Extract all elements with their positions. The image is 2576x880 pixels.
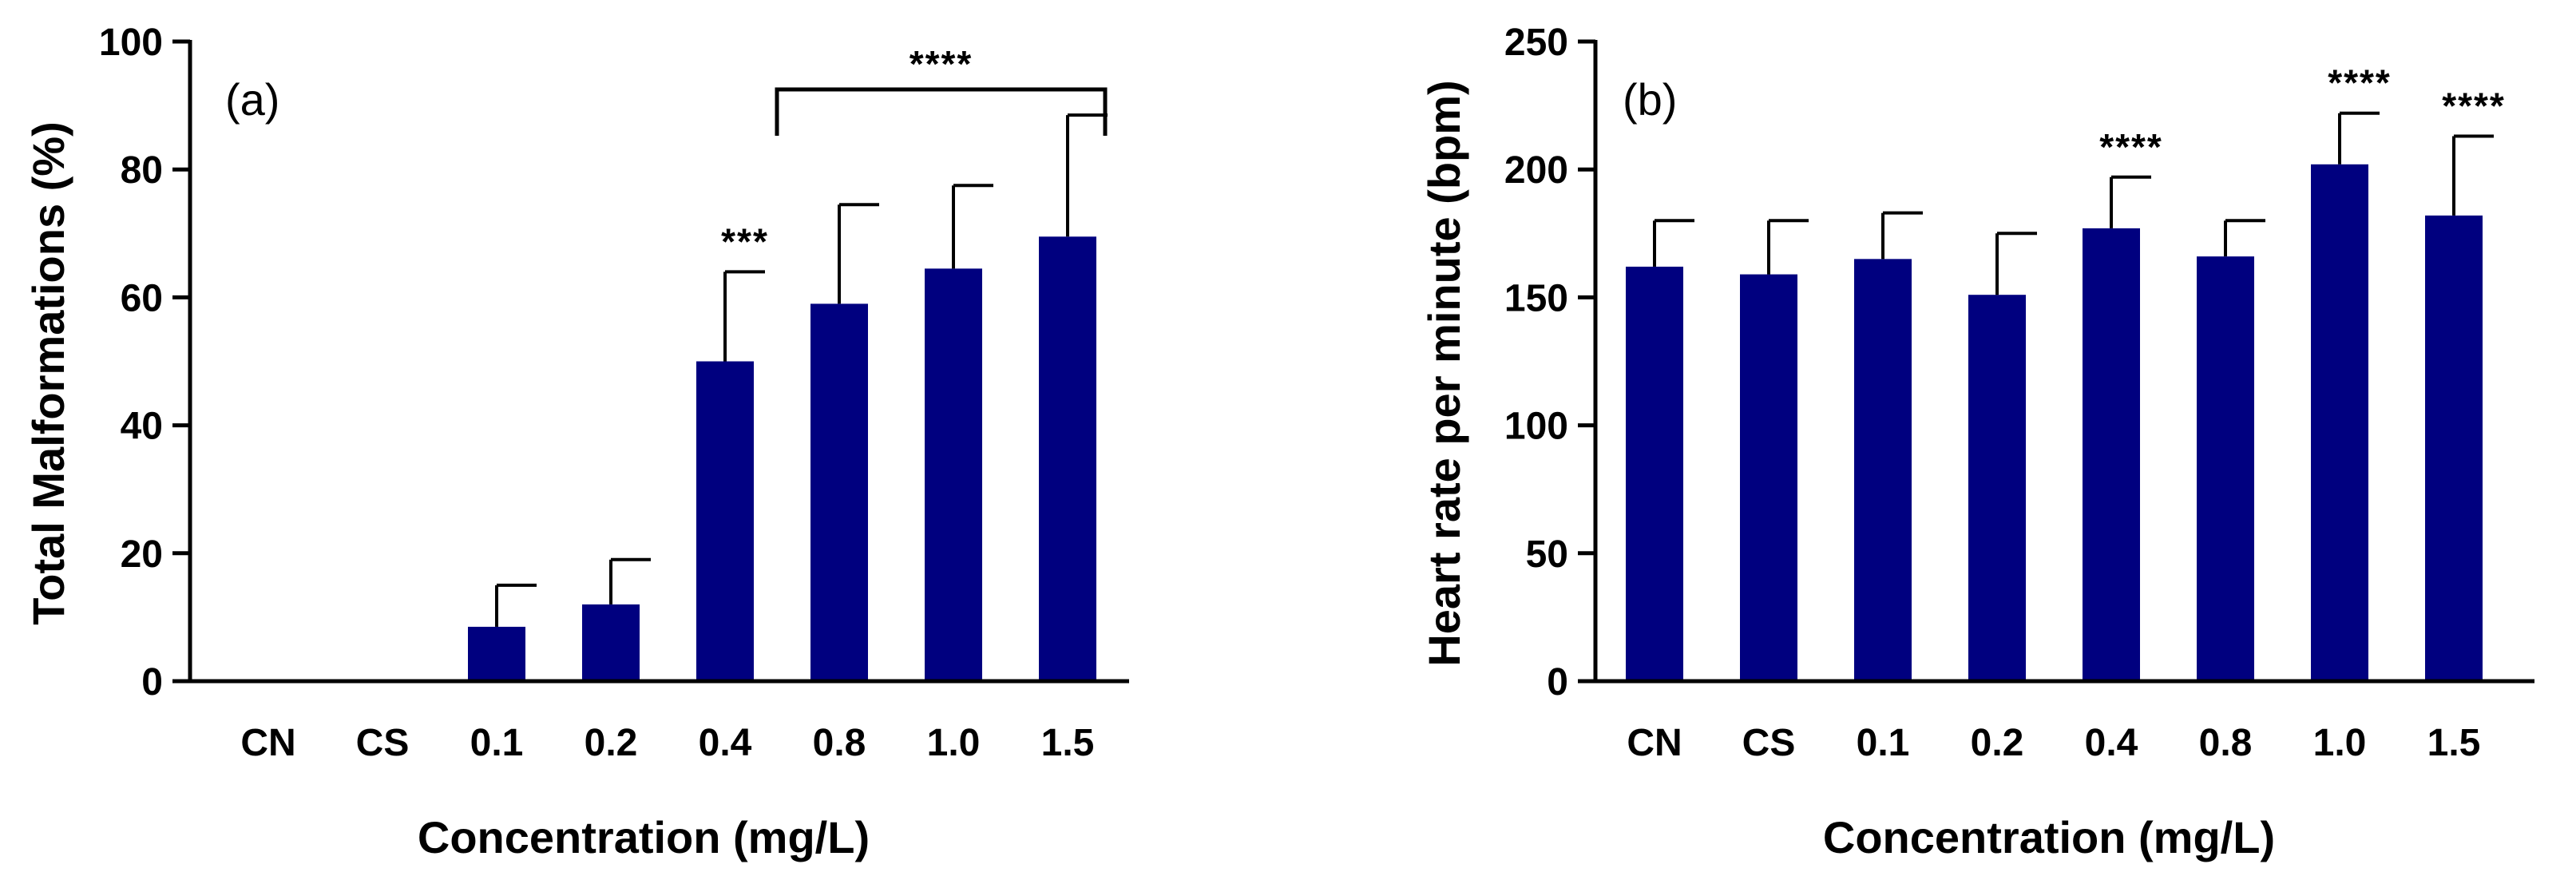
x-tick-label-0.1: 0.1 [470, 722, 524, 764]
bar-1.0 [925, 268, 982, 682]
x-tick-label-0.4: 0.4 [2085, 722, 2138, 764]
x-tick-label-1.5: 1.5 [2427, 722, 2481, 764]
x-tick-label-0.2: 0.2 [1971, 722, 2024, 764]
bracket-significance-label: **** [910, 43, 973, 85]
y-axis-title: Total Malformations (%) [23, 121, 73, 625]
x-tick-label-0.2: 0.2 [585, 722, 638, 764]
x-axis-title: Concentration (mg/L) [418, 812, 870, 862]
y-tick-label-40: 40 [121, 406, 163, 448]
significance-1.0: **** [2328, 62, 2392, 104]
x-axis-title: Concentration (mg/L) [1823, 812, 2275, 862]
x-tick-label-CN: CN [240, 722, 295, 764]
y-tick-label-100: 100 [1504, 406, 1568, 448]
panel-label: (b) [1623, 74, 1677, 125]
x-tick-label-0.8: 0.8 [813, 722, 866, 764]
bar-0.2 [1968, 295, 2026, 681]
significance-1.5: **** [2442, 85, 2506, 127]
bar-0.8 [810, 303, 868, 681]
bar-0.1 [468, 626, 525, 681]
x-tick-label-1.5: 1.5 [1041, 722, 1095, 764]
significance-0.4: **** [2099, 126, 2163, 168]
bar-0.4 [696, 361, 754, 681]
x-tick-label-CS: CS [1742, 722, 1796, 764]
y-tick-label-0: 0 [1547, 661, 1568, 704]
y-tick-label-200: 200 [1504, 149, 1568, 192]
x-tick-label-CN: CN [1627, 722, 1682, 764]
panel-label: (a) [225, 74, 279, 125]
x-tick-label-0.1: 0.1 [1857, 722, 1910, 764]
y-tick-label-20: 20 [121, 533, 163, 576]
y-tick-label-100: 100 [99, 22, 163, 64]
y-tick-label-250: 250 [1504, 22, 1568, 64]
x-tick-label-CS: CS [356, 722, 410, 764]
bar-1.0 [2311, 164, 2368, 682]
bar-0.4 [2083, 228, 2140, 682]
significance-0.4: *** [721, 220, 769, 262]
bar-0.8 [2197, 256, 2254, 681]
significance-bracket [775, 87, 1108, 136]
bar-1.5 [1039, 236, 1096, 681]
bar-0.1 [1854, 259, 1912, 682]
bar-CN [1626, 266, 1683, 681]
x-tick-label-0.8: 0.8 [2199, 722, 2253, 764]
bar-0.2 [582, 604, 640, 681]
x-tick-label-0.4: 0.4 [699, 722, 752, 764]
bar-1.5 [2425, 215, 2483, 681]
y-tick-label-50: 50 [1526, 533, 1568, 576]
y-tick-label-80: 80 [121, 149, 163, 192]
y-tick-label-0: 0 [141, 661, 163, 704]
y-tick-label-150: 150 [1504, 277, 1568, 319]
x-tick-label-1.0: 1.0 [2313, 722, 2367, 764]
x-tick-label-1.0: 1.0 [927, 722, 981, 764]
y-axis-title: Heart rate per minute (bpm) [1419, 80, 1469, 666]
y-tick-label-60: 60 [121, 277, 163, 319]
bar-CS [1740, 274, 1797, 681]
panel-b-heart-rate-chart: **** **** **** 0 50 100 150 200 250 CN CS 0.1 0.2 0.4… [1419, 22, 2534, 862]
